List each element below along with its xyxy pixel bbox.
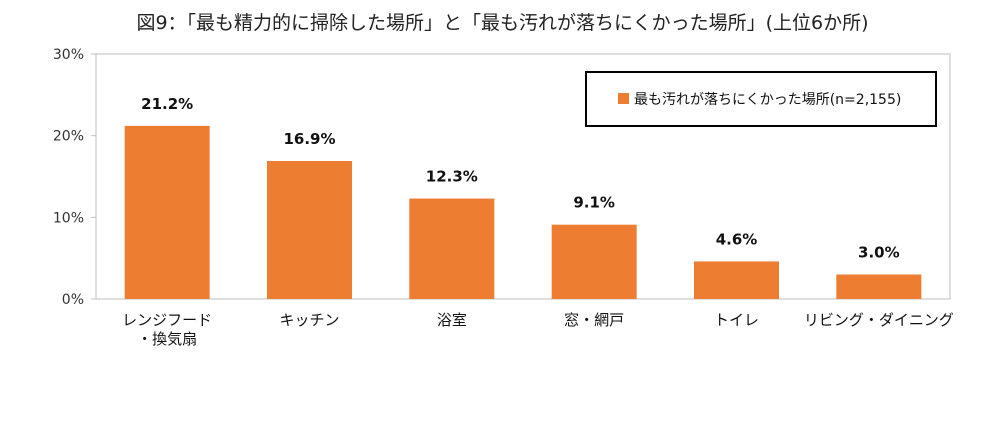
data-label: 3.0% (858, 244, 900, 262)
bar (694, 261, 779, 299)
y-tick-label: 0% (62, 292, 84, 308)
x-category-label: 浴室 (437, 311, 467, 329)
data-label: 16.9% (283, 130, 335, 148)
data-labels: 21.2% 16.9% 12.3% 9.1% 4.6% 3.0% (141, 95, 899, 262)
bar (551, 224, 637, 299)
y-axis-ticks: 0% 10% 20% 30% (53, 47, 96, 308)
legend: 最も汚れが落ちにくかった場所(n=2,155) (585, 71, 937, 127)
x-category-label: ・換気扇 (137, 330, 197, 348)
x-category-label: キッチン (279, 311, 339, 329)
bar (409, 198, 495, 299)
legend-box (585, 71, 937, 127)
legend-swatch (618, 93, 629, 104)
x-category-label: トイレ (714, 311, 759, 329)
legend-label: 最も汚れが落ちにくかった場所(n=2,155) (634, 92, 901, 108)
y-tick-label: 20% (53, 129, 84, 145)
plot-area (95, 53, 951, 300)
bar (267, 160, 352, 299)
x-category-label: レンジフード (122, 311, 212, 329)
bar (124, 125, 210, 299)
x-category-label: リビング・ダイニング (804, 311, 954, 329)
chart-title: 図9：「最も精力的に掃除した場所」と「最も汚れが落ちにくかった場所」(上位6か所… (136, 12, 869, 34)
bar-series (124, 125, 922, 299)
data-label: 12.3% (426, 168, 478, 186)
y-tick-label: 10% (53, 210, 84, 226)
y-tick-label: 30% (53, 47, 84, 63)
x-axis-categories: レンジフード・換気扇 キッチン 浴室 窓・網戸 トイレ リビング・ダイニング (122, 311, 954, 348)
bar (836, 274, 922, 299)
data-label: 9.1% (573, 194, 615, 212)
data-label: 21.2% (141, 95, 193, 113)
x-category-label: 窓・網戸 (564, 311, 624, 329)
data-label: 4.6% (716, 230, 758, 248)
